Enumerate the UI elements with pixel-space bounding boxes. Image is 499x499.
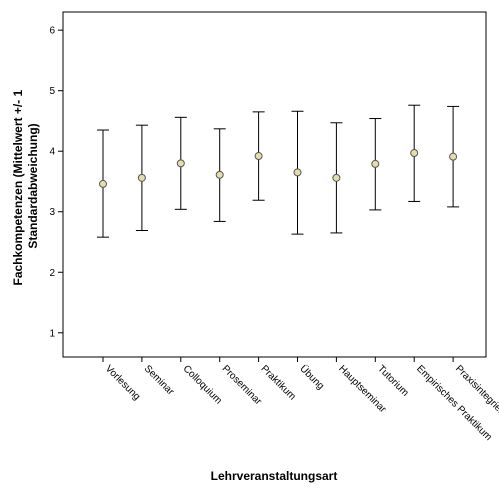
error-bar-group xyxy=(408,104,421,202)
error-bar-group xyxy=(97,129,109,238)
x-tick-label: Tutorium xyxy=(375,363,410,398)
mean-point xyxy=(137,173,146,182)
error-bar-group xyxy=(291,110,304,235)
error-bar-group xyxy=(135,124,148,231)
x-tick-label: Seminar xyxy=(142,363,177,398)
y-axis: 1 2 3 4 5 6 xyxy=(49,26,63,339)
error-bar-group xyxy=(447,105,460,208)
y-tick-label: 1 xyxy=(49,328,55,339)
x-tick-label: Colloquium xyxy=(181,363,224,406)
x-tick-label: Praktikum xyxy=(258,363,297,402)
error-bar-group xyxy=(369,118,382,211)
mean-point xyxy=(215,170,224,179)
y-axis-title: Fachkompetenzen (Mittelwert +/- 1 Standa… xyxy=(11,86,40,285)
mean-point xyxy=(254,152,263,161)
mean-point xyxy=(293,168,302,177)
x-axis-title: Lehrveranstaltungsart xyxy=(211,469,338,483)
x-tick-label: Übung xyxy=(297,363,326,392)
y-axis-title-line-2: Standardabweichung) xyxy=(26,123,40,248)
error-bar-group xyxy=(330,122,343,234)
mean-point xyxy=(410,149,419,158)
error-bar-group xyxy=(213,128,226,222)
x-tick-label: Proseminar xyxy=(220,363,264,407)
error-bar-group xyxy=(252,111,265,201)
mean-point xyxy=(371,159,380,168)
y-tick-label: 6 xyxy=(49,26,55,37)
plot-frame xyxy=(62,11,487,358)
mean-point xyxy=(449,152,458,161)
y-tick-label: 5 xyxy=(49,86,55,97)
y-tick-label: 3 xyxy=(49,207,55,218)
x-axis: Vorlesung Seminar ColloquiumProseminarPrak… xyxy=(102,357,499,443)
mean-point xyxy=(99,179,107,188)
y-tick-label: 2 xyxy=(49,268,55,279)
y-tick-label: 4 xyxy=(49,147,55,158)
x-tick-label: Vorlesung xyxy=(103,363,142,402)
mean-point xyxy=(332,173,341,182)
mean-point xyxy=(176,159,185,168)
x-tick-label: Empirisches Praktikum xyxy=(414,363,494,443)
error-bar-group xyxy=(174,116,187,210)
y-axis-title-line-1: Fachkompetenzen (Mittelwert +/- 1 xyxy=(11,89,25,285)
series-errorbars xyxy=(97,104,460,238)
